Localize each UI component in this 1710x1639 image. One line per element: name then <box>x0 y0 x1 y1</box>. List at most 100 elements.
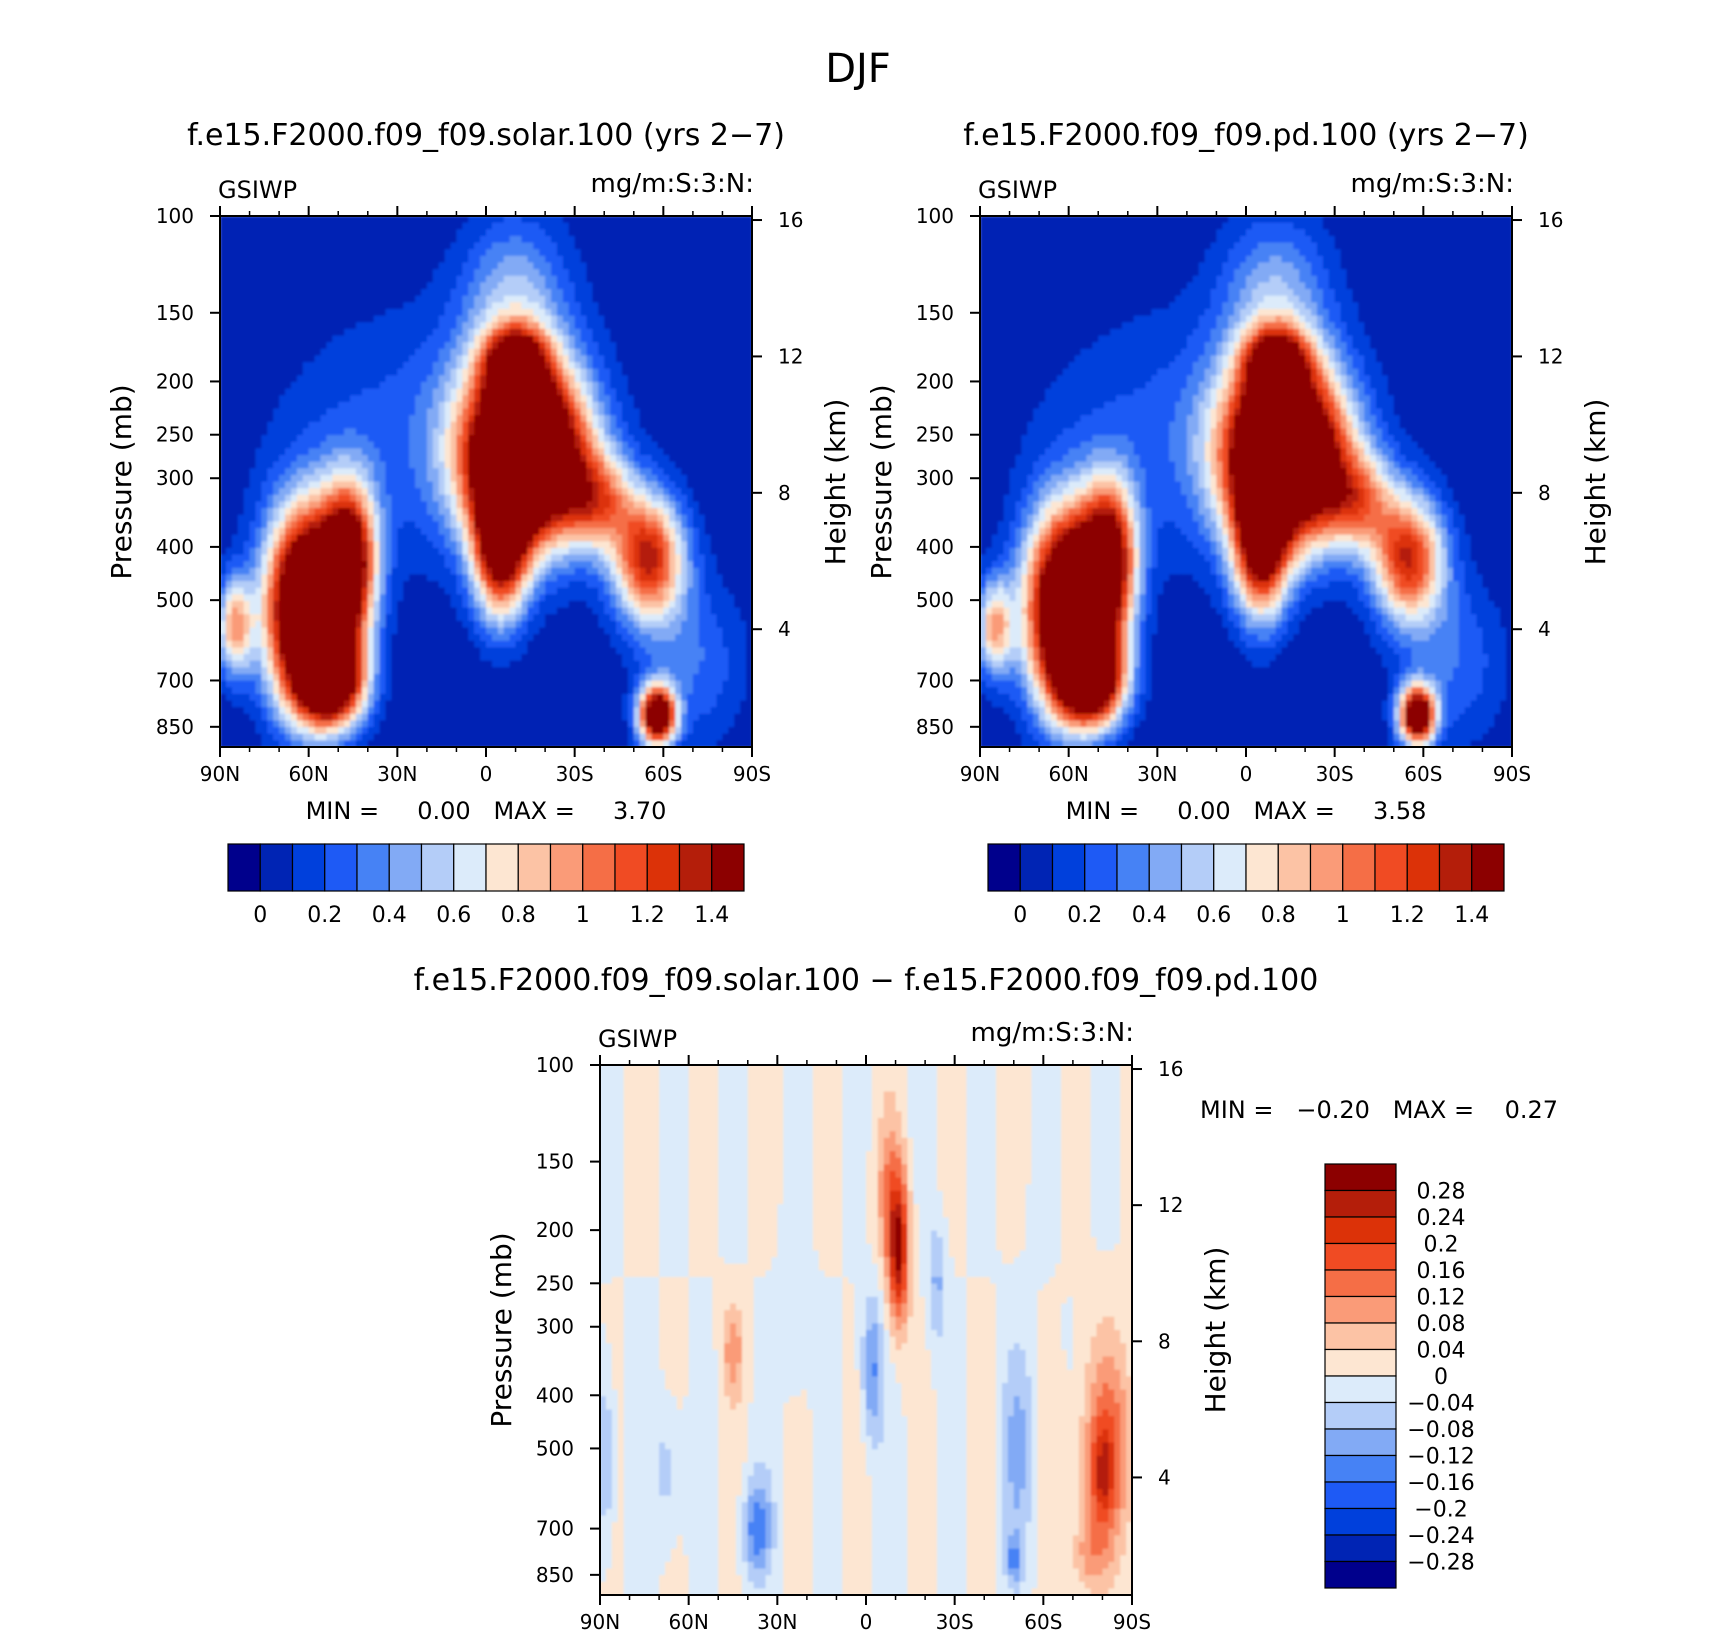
colorbar-swatch <box>1213 843 1247 892</box>
colorbar-label: 0.24 <box>1417 1206 1466 1231</box>
panel-title: f.e15.F2000.f09_f09.pd.100 (yrs 2−7) <box>963 118 1529 153</box>
colorbar-swatch <box>1324 1481 1397 1510</box>
colorbar-label: 0 <box>253 903 267 928</box>
y-tick-label: 300 <box>536 1315 574 1339</box>
y-tick-label: 200 <box>916 369 954 393</box>
y-tick-label: 500 <box>916 588 954 612</box>
colorbar-swatch <box>1438 843 1473 892</box>
x-tick-label: 60S <box>644 762 682 786</box>
colorbar-swatch <box>614 843 648 892</box>
panel-difference: f.e15.F2000.f09_f09.solar.100 − f.e15.F2… <box>414 963 1558 1634</box>
colorbar-swatch <box>1019 843 1054 892</box>
colorbar-swatch <box>291 843 326 892</box>
x-tick-label: 30S <box>556 762 594 786</box>
colorbar-label: 1 <box>1336 903 1350 928</box>
colorbar-swatch <box>1324 1428 1397 1457</box>
colorbar-label: 0.4 <box>372 903 407 928</box>
colorbar-swatch <box>1324 1454 1397 1483</box>
y-axis-label: Pressure (mb) <box>485 1232 518 1427</box>
colorbar-label: −0.28 <box>1407 1551 1474 1576</box>
colorbar-swatch <box>1342 843 1376 892</box>
y-tick-label: 850 <box>916 715 954 739</box>
colorbar-swatch <box>259 843 294 892</box>
y2-tick-label: 16 <box>1538 208 1563 232</box>
y-tick-label: 500 <box>156 588 194 612</box>
y2-axis-label: Height (km) <box>819 399 852 566</box>
colorbar-swatch <box>1051 843 1086 892</box>
colorbar-label: 0.08 <box>1417 1312 1466 1337</box>
x-tick-label: 90N <box>960 762 1000 786</box>
colorbar: 0.280.240.20.160.120.080.040−0.04−0.08−0… <box>1324 1163 1475 1589</box>
axes: 90N 60N 30N 0 30S 60S 90S 100 150 200 250 300 400 500… <box>156 204 804 786</box>
colorbar-swatch <box>549 843 584 892</box>
y-tick-label: 100 <box>156 204 194 228</box>
colorbar-swatch <box>485 843 519 892</box>
colorbar-swatch <box>1324 1242 1397 1271</box>
y2-tick-label: 8 <box>1158 1329 1171 1353</box>
colorbar-label: 0.2 <box>1424 1233 1459 1258</box>
y-tick-label: 850 <box>536 1563 574 1587</box>
variable-label: GSIWP <box>218 176 297 204</box>
x-tick-label: 90N <box>200 762 240 786</box>
colorbar: 0 0.2 0.4 0.6 0.8 1 1.2 1.4 <box>227 843 745 928</box>
colorbar-swatch <box>1277 843 1312 892</box>
x-tick-label: 0 <box>480 762 493 786</box>
y-tick-label: 500 <box>536 1436 574 1460</box>
colorbar-label: 0.6 <box>1196 903 1231 928</box>
colorbar: 0 0.2 0.4 0.6 0.8 1 1.2 1.4 <box>987 843 1505 928</box>
min-max-stats: MIN = 0.00 MAX = 3.58 <box>1066 797 1427 825</box>
colorbar-label: 1.2 <box>1390 903 1425 928</box>
y-tick-label: 100 <box>536 1053 574 1077</box>
y-tick-label: 300 <box>916 466 954 490</box>
contour-field <box>600 1065 1132 1595</box>
y-axis-label: Pressure (mb) <box>865 384 898 579</box>
y-tick-label: 200 <box>536 1218 574 1242</box>
panel-title: f.e15.F2000.f09_f09.solar.100 (yrs 2−7) <box>187 118 785 153</box>
min-max-stats: MIN = −0.20 MAX = 0.27 <box>1200 1096 1558 1124</box>
colorbar-swatch <box>1324 1534 1397 1563</box>
y-axis-label: Pressure (mb) <box>105 384 138 579</box>
x-tick-label: 0 <box>860 1610 873 1634</box>
colorbar-swatch <box>324 843 358 892</box>
y-tick-label: 700 <box>916 668 954 692</box>
panel-solar: f.e15.F2000.f09_f09.solar.100 (yrs 2−7) … <box>105 118 852 928</box>
colorbar-label: −0.16 <box>1407 1471 1474 1496</box>
colorbar-label: 0.4 <box>1132 903 1167 928</box>
axes: 90N 60N 30N 0 30S 60S 90S 100 150 200 250 300 400 500… <box>536 1053 1184 1634</box>
variable-label: GSIWP <box>598 1025 677 1053</box>
y2-axis-label: Height (km) <box>1199 1247 1232 1414</box>
colorbar-swatch <box>517 843 552 892</box>
y-tick-label: 400 <box>156 535 194 559</box>
y-tick-label: 250 <box>156 423 194 447</box>
colorbar-swatch <box>1324 1189 1397 1218</box>
colorbar-label: −0.04 <box>1407 1392 1474 1417</box>
y2-tick-label: 4 <box>1538 617 1551 641</box>
colorbar-swatch <box>1471 843 1505 892</box>
colorbar-swatch <box>1084 843 1118 892</box>
colorbar-swatch <box>1324 1348 1397 1377</box>
y2-tick-label: 12 <box>778 344 803 368</box>
colorbar-label: 1.2 <box>630 903 665 928</box>
colorbar-swatch <box>1180 843 1215 892</box>
y2-tick-label: 12 <box>1538 344 1563 368</box>
colorbar-swatch <box>1148 843 1183 892</box>
colorbar-label: −0.12 <box>1407 1445 1474 1470</box>
contour-field <box>220 216 752 747</box>
x-tick-label: 30N <box>757 1610 797 1634</box>
y-tick-label: 150 <box>916 301 954 325</box>
colorbar-swatch <box>227 843 261 892</box>
units-label: mg/m:S:3:N: <box>1351 169 1514 199</box>
y-tick-label: 250 <box>536 1271 574 1295</box>
colorbar-swatch <box>711 843 745 892</box>
colorbar-swatch <box>1324 1401 1397 1430</box>
colorbar-swatch <box>1245 843 1279 892</box>
units-label: mg/m:S:3:N: <box>971 1018 1134 1048</box>
colorbar-label: 0.2 <box>1067 903 1102 928</box>
colorbar-swatch <box>1324 1560 1397 1589</box>
y2-tick-label: 8 <box>1538 481 1551 505</box>
colorbar-label: 0 <box>1434 1365 1448 1390</box>
y2-tick-label: 8 <box>778 481 791 505</box>
colorbar-swatch <box>1324 1322 1397 1351</box>
colorbar-label: 0.8 <box>501 903 536 928</box>
